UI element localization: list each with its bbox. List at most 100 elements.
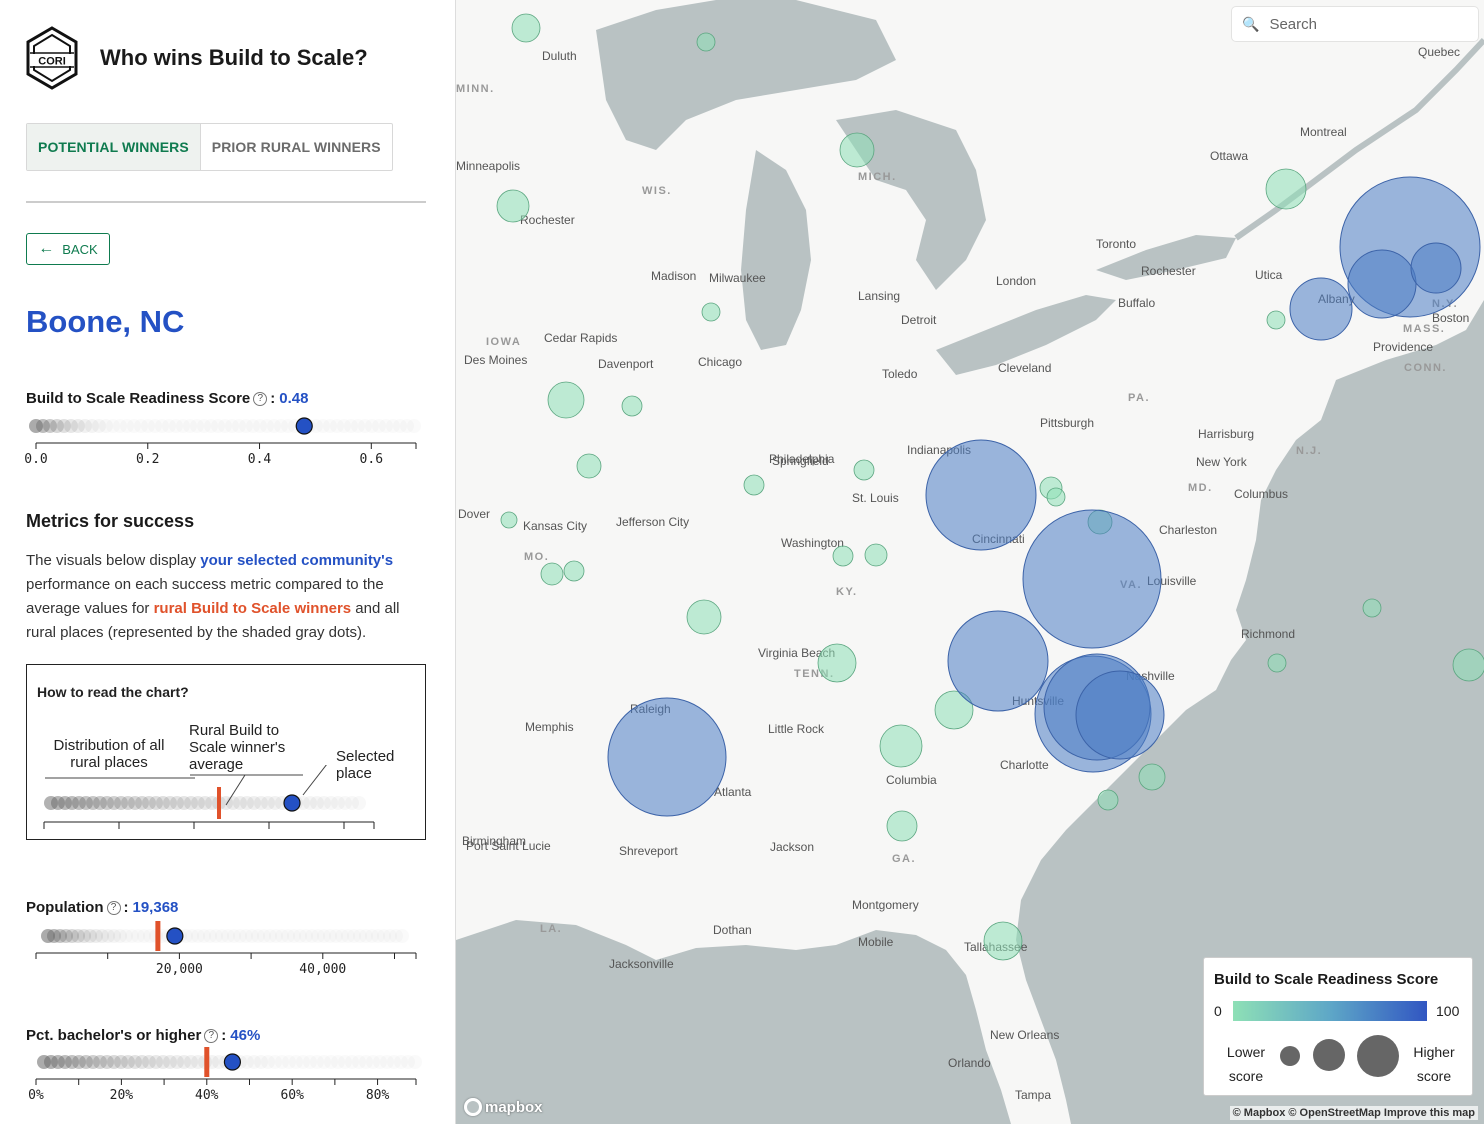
place-bubble[interactable] <box>743 474 765 496</box>
how-to-read-box: How to read the chart? Distribution of a… <box>26 664 426 840</box>
place-bubble[interactable] <box>576 453 602 479</box>
city-label: Ottawa <box>1210 149 1248 163</box>
distribution-dot <box>114 796 128 810</box>
place-bubble[interactable] <box>1362 598 1382 618</box>
place-bubble[interactable] <box>817 643 857 683</box>
legend-size-large <box>1357 1035 1399 1077</box>
place-bubble[interactable] <box>500 511 518 529</box>
city-label: Jefferson City <box>616 515 689 529</box>
place-bubble[interactable] <box>1410 242 1462 294</box>
state-label: MINN. <box>456 83 495 95</box>
place-bubble[interactable] <box>547 381 585 419</box>
place-bubble[interactable] <box>983 921 1023 961</box>
place-bubble[interactable] <box>701 302 721 322</box>
search-box[interactable]: 🔍 Search <box>1232 7 1478 41</box>
place-bubble[interactable] <box>1266 310 1286 330</box>
map-view[interactable]: Duluth Quebec Montreal Ottawa Minneapolis Roc… <box>456 0 1484 1124</box>
place-bubble[interactable] <box>1138 763 1166 791</box>
mapbox-logo-text: mapbox <box>485 1098 543 1116</box>
place-bubble[interactable] <box>563 560 585 582</box>
search-placeholder: Search <box>1269 15 1317 33</box>
city-label: Little Rock <box>768 722 825 736</box>
tick-label: 0.0 <box>24 452 47 467</box>
place-bubble[interactable] <box>1289 277 1353 341</box>
city-label: Toledo <box>882 367 918 381</box>
tab-potential-winners[interactable]: POTENTIAL WINNERS <box>27 124 200 170</box>
lake-ontario <box>1096 235 1236 280</box>
state-label: MASS. <box>1403 323 1445 335</box>
city-label: Milwaukee <box>709 271 766 285</box>
distribution-dot <box>170 796 184 810</box>
place-bubble[interactable] <box>1075 670 1165 760</box>
distribution-dot <box>100 796 114 810</box>
back-button[interactable]: ← BACK <box>26 233 110 265</box>
distribution-dot <box>65 796 79 810</box>
help-icon[interactable]: ? <box>204 1028 219 1043</box>
place-bubble[interactable] <box>886 810 918 842</box>
readiness-label-row: Build to Scale Readiness Score ? : 0.48 <box>26 390 308 407</box>
help-icon[interactable]: ? <box>106 900 121 915</box>
state-label: MICH. <box>858 171 897 183</box>
colon: : <box>221 1027 227 1044</box>
desc-highlight-winners: rural Build to Scale winners <box>153 600 352 617</box>
distribution-dot <box>331 796 345 810</box>
map-canvas[interactable]: Duluth Quebec Montreal Ottawa Minneapolis Roc… <box>456 0 1484 1124</box>
distribution-dot <box>310 796 324 810</box>
place-bubble[interactable] <box>686 599 722 635</box>
distribution-dot <box>303 796 317 810</box>
place-bubble[interactable] <box>1265 168 1307 210</box>
place-bubble[interactable] <box>496 189 530 223</box>
place-bubble[interactable] <box>1452 648 1484 682</box>
tab-prior-rural-winners[interactable]: PRIOR RURAL WINNERS <box>199 124 392 170</box>
distribution-dot <box>83 929 97 943</box>
place-bubble[interactable] <box>1022 509 1162 649</box>
winner-average-marker <box>217 787 221 819</box>
city-label: Washington <box>781 536 844 550</box>
lake-superior <box>596 0 896 150</box>
tick-label: 0.2 <box>136 452 159 467</box>
place-name: Boone, NC <box>26 304 185 339</box>
distribution-dot <box>135 1055 149 1069</box>
place-bubble[interactable] <box>607 697 727 817</box>
map-attribution[interactable]: © Mapbox © OpenStreetMap Improve this ma… <box>1229 1106 1478 1120</box>
mapbox-logo[interactable]: mapbox <box>464 1098 543 1116</box>
divider <box>26 201 426 203</box>
header: CORI Who wins Build to Scale? <box>24 26 368 90</box>
distribution-dot <box>156 796 170 810</box>
place-bubble[interactable] <box>832 545 854 567</box>
distribution-dot <box>65 929 79 943</box>
place-bubble[interactable] <box>947 610 1049 712</box>
place-bubble[interactable] <box>1046 487 1066 507</box>
help-icon[interactable]: ? <box>253 391 268 406</box>
place-bubble[interactable] <box>696 32 716 52</box>
place-bubble[interactable] <box>511 13 541 43</box>
place-bubble[interactable] <box>1347 249 1417 319</box>
distribution-dot <box>85 419 99 433</box>
place-bubble[interactable] <box>925 439 1037 551</box>
legend-size-small <box>1280 1046 1300 1066</box>
distribution-dot <box>99 419 113 433</box>
selected-place-dot[interactable] <box>295 417 313 435</box>
selected-place-dot[interactable] <box>166 927 184 945</box>
distribution-dot <box>93 1055 107 1069</box>
distribution-dot <box>240 796 254 810</box>
selected-place-dot[interactable] <box>223 1053 242 1071</box>
place-bubble[interactable] <box>1267 653 1287 673</box>
place-bubble[interactable] <box>879 724 923 768</box>
place-bubble[interactable] <box>934 690 974 730</box>
place-bubble[interactable] <box>853 459 875 481</box>
place-bubble[interactable] <box>839 132 875 168</box>
state-label: MD. <box>1188 482 1213 494</box>
distribution-dot <box>198 796 212 810</box>
city-label: Cleveland <box>998 361 1051 375</box>
cori-logo: CORI <box>26 26 78 90</box>
distribution-dot <box>170 1055 184 1069</box>
city-label: Jackson <box>770 840 814 854</box>
place-bubble[interactable] <box>1097 789 1119 811</box>
place-bubble[interactable] <box>540 562 564 586</box>
city-label: Tampa <box>1015 1088 1051 1102</box>
city-label: Montreal <box>1300 125 1347 139</box>
place-bubble[interactable] <box>621 395 643 417</box>
place-bubble[interactable] <box>864 543 888 567</box>
